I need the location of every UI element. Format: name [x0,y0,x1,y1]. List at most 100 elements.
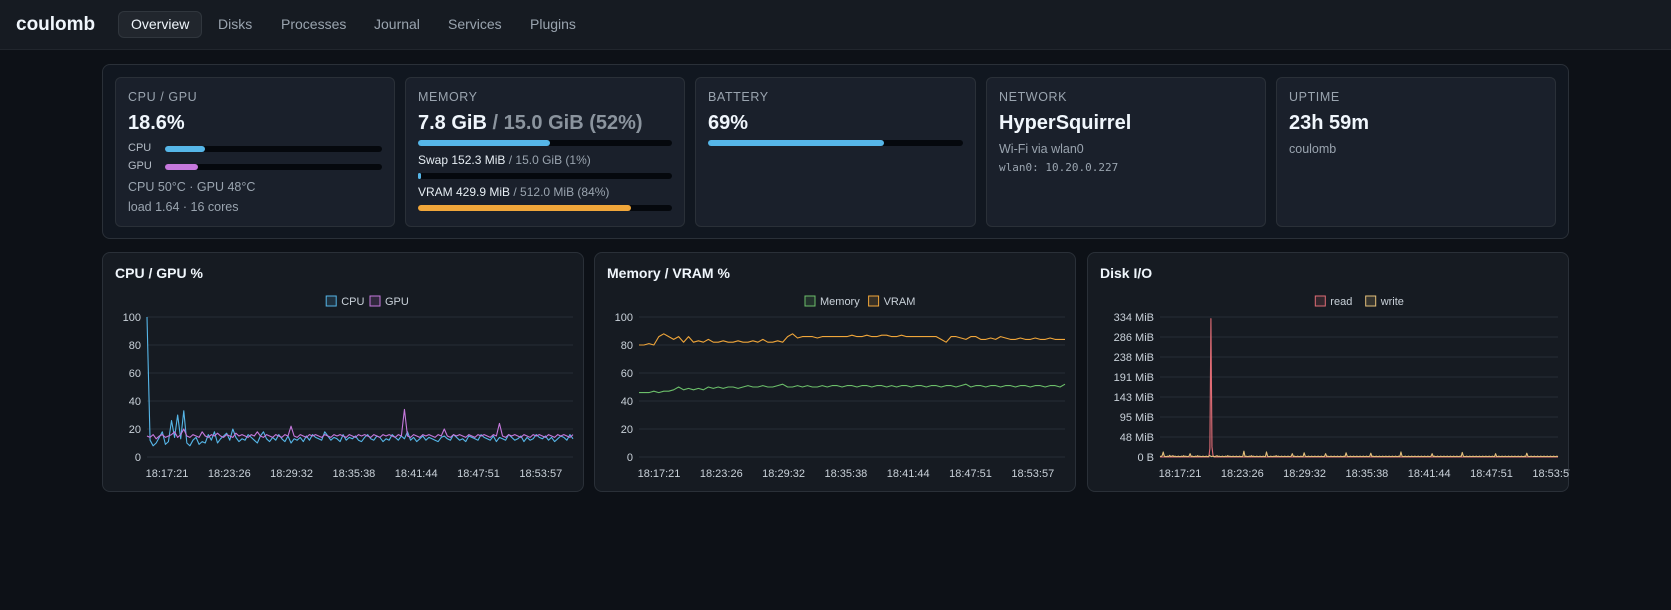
card-value: 7.8 GiB / 15.0 GiB (52%) [418,112,643,135]
x-tick-label: 18:35:38 [332,468,375,480]
vram-total: / 512.0 MiB (84%) [510,185,610,199]
y-tick-label: 334 MiB [1114,312,1154,324]
y-tick-label: 80 [621,340,633,352]
x-tick-label: 18:53:57 [1011,468,1054,480]
y-tick-label: 40 [129,396,141,408]
x-tick-label: 18:53:57 [1532,468,1570,480]
x-tick-label: 18:47:51 [1470,468,1513,480]
x-tick-label: 18:47:51 [457,468,500,480]
x-tick-label: 18:35:38 [824,468,867,480]
legend-label: CPU [341,296,364,308]
legend-label: read [1330,296,1352,308]
legend-swatch [1365,295,1377,307]
y-tick-label: 191 MiB [1114,372,1154,384]
x-tick-label: 18:41:44 [887,468,930,480]
battery-bar [708,140,963,146]
memory-bar [418,140,672,146]
chart-title: CPU / GPU % [115,265,203,281]
cpu-gpu-card: CPU / GPU 18.6% CPU GPU CPU 50°C · GPU 4… [115,77,395,227]
y-tick-label: 100 [615,312,633,324]
x-tick-label: 18:53:57 [519,468,562,480]
y-tick-label: 143 MiB [1114,392,1154,404]
y-tick-label: 20 [129,424,141,436]
x-tick-label: 18:41:44 [395,468,438,480]
memory-total: / 15.0 GiB (52%) [486,112,643,134]
vram-bar [418,205,672,211]
legend-swatch [868,295,880,307]
network-card: NETWORK HyperSquirrel Wi-Fi via wlan0 wl… [986,77,1266,227]
x-tick-label: 18:41:44 [1408,468,1451,480]
x-tick-label: 18:17:21 [146,468,189,480]
y-tick-label: 95 MiB [1120,412,1154,424]
vram-fill [418,205,632,211]
series-line-read [1160,318,1558,458]
hostname: coulomb [1289,142,1337,156]
card-value: 69% [708,112,749,134]
y-tick-label: 100 [123,312,141,324]
battery-card: BATTERY 69% [695,77,976,227]
series-line-memory [639,383,1066,394]
legend-label: write [1380,296,1404,308]
cpu-usage-fill [165,146,206,152]
x-tick-label: 18:17:21 [1159,468,1202,480]
y-tick-label: 60 [621,368,633,380]
memory-used: 7.8 GiB [418,112,487,134]
tab-processes[interactable]: Processes [281,16,347,32]
temperatures: CPU 50°C · GPU 48°C [128,180,256,194]
legend-swatch [369,295,381,307]
network-address: wlan0: 10.20.0.227 [999,161,1119,174]
legend-swatch [325,295,337,307]
gpu-usage-bar [165,164,382,170]
gpu-usage-fill [165,164,198,170]
y-tick-label: 80 [129,340,141,352]
tab-disks[interactable]: Disks [218,16,253,32]
y-tick-label: 238 MiB [1114,352,1154,364]
tab-plugins[interactable]: Plugins [530,16,576,32]
card-label: CPU / GPU [128,90,198,104]
memory-card: MEMORY 7.8 GiB / 15.0 GiB (52%) Swap 152… [405,77,685,227]
swap-line: Swap 152.3 MiB / 15.0 GiB (1%) [418,153,591,167]
gpu-bar-label: GPU [128,160,152,172]
tab-services[interactable]: Services [448,16,502,32]
cpu-gpu-chart: 0 20 40 60 80 100 18:17:21 18:23:26 18:29:32 18:3… [123,295,574,480]
top-bar: coulomb Overview Disks Processes Journal… [0,0,1671,50]
y-tick-label: 0 [627,452,633,464]
tab-journal[interactable]: Journal [374,16,420,32]
legend-label: VRAM [884,296,916,308]
x-tick-label: 18:23:26 [700,468,743,480]
swap-bar [418,173,672,179]
tab-overview[interactable]: Overview [118,11,203,38]
y-tick-label: 0 B [1137,452,1154,464]
card-label: UPTIME [1289,90,1340,104]
vram-used: VRAM 429.9 MiB [418,185,511,199]
x-tick-label: 18:23:26 [208,468,251,480]
uptime-card: UPTIME 23h 59m coulomb [1276,77,1556,227]
memory-fill [418,140,551,146]
x-tick-label: 18:29:32 [1283,468,1326,480]
disk-io-chart: 0 B 48 MiB 95 MiB 143 MiB 191 MiB 238 MiB 286 … [1114,295,1570,480]
cpu-usage-bar [165,146,382,152]
card-label: MEMORY [418,90,478,104]
x-tick-label: 18:47:51 [949,468,992,480]
x-tick-label: 18:23:26 [1221,468,1264,480]
swap-fill [418,173,421,179]
cpu-gpu-chart-panel: CPU / GPU % 0 20 40 60 80 100 18:17:21 18:23:26… [102,252,584,492]
y-tick-label: 60 [129,368,141,380]
x-tick-label: 18:29:32 [762,468,805,480]
memory-vram-chart-panel: Memory / VRAM % 0 20 40 60 80 100 18:17:21 18:2… [594,252,1076,492]
disk-io-chart-panel: Disk I/O 0 B 48 MiB 95 MiB 143 MiB 191 MiB 23… [1087,252,1570,492]
x-tick-label: 18:35:38 [1345,468,1388,480]
y-tick-label: 0 [135,452,141,464]
battery-fill [708,140,884,146]
app-brand[interactable]: coulomb [16,14,96,35]
legend-swatch [804,295,816,307]
y-tick-label: 286 MiB [1114,332,1154,344]
y-tick-label: 48 MiB [1120,432,1154,444]
x-tick-label: 18:29:32 [270,468,313,480]
chart-title: Memory / VRAM % [607,265,730,281]
card-value: 18.6% [128,112,185,134]
y-tick-label: 40 [621,396,633,408]
vram-line: VRAM 429.9 MiB / 512.0 MiB (84%) [418,185,609,199]
card-value: 23h 59m [1289,112,1370,134]
network-interface: Wi-Fi via wlan0 [999,142,1084,156]
